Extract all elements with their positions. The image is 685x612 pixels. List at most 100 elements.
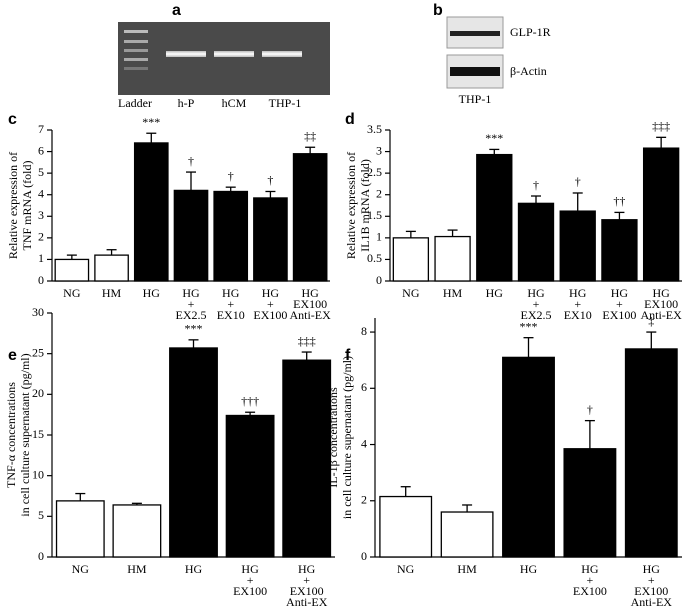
bar (213, 190, 249, 282)
x-tick-label: HM (457, 562, 477, 576)
y-tick-label: 4 (361, 436, 367, 450)
x-tick-label: HG (185, 562, 203, 576)
y-tick-label: 2 (376, 186, 382, 200)
panel-letter: d (345, 111, 355, 128)
y-axis-label: IL-1β concentrations (326, 387, 340, 488)
x-tick-label: HG + EX100 Anti-EX (631, 562, 673, 609)
bar (476, 153, 513, 282)
x-tick-label: HG + EX100 Anti-EX (286, 562, 328, 609)
y-tick-label: 5 (38, 508, 44, 522)
significance-label: *** (485, 131, 503, 145)
x-tick-label: HG + EX2.5 (176, 286, 207, 322)
significance-label: † (533, 178, 539, 192)
significance-label: *** (142, 115, 160, 129)
bar (94, 254, 129, 282)
y-tick-label: 2 (38, 230, 44, 244)
y-tick-label: 0 (376, 273, 382, 287)
x-tick-label: HG + EX100 (602, 286, 636, 322)
lane-label: hCM (222, 96, 247, 110)
y-tick-label: 3.5 (367, 122, 382, 136)
band-label: β-Actin (510, 64, 547, 78)
lane-label: THP-1 (269, 96, 302, 110)
panel-letter: c (8, 111, 17, 128)
x-tick-label: HG EX100 Anti-EX (289, 286, 331, 322)
y-tick-label: 2.5 (367, 165, 382, 179)
y-axis-label: in cell culture supernatant (pg/ml) (340, 356, 354, 519)
bar (173, 189, 209, 282)
bar (502, 356, 555, 558)
significance-label: *** (520, 319, 538, 333)
significance-label: † (228, 169, 234, 183)
y-tick-label: 6 (361, 380, 367, 394)
bar (133, 142, 169, 282)
significance-label: ‡‡ (304, 129, 316, 143)
bar (225, 414, 275, 558)
gel-image (118, 22, 330, 95)
significance-label: † (267, 173, 273, 187)
y-tick-label: 30 (32, 305, 44, 319)
y-axis-label: TNF mRNA (fold) (20, 160, 34, 250)
x-tick-label: NG (72, 562, 90, 576)
significance-label: ‡‡‡ (652, 119, 670, 133)
panel-letter: f (345, 347, 351, 364)
significance-label: † (188, 154, 194, 168)
y-tick-label: 4 (38, 186, 44, 200)
bar (642, 147, 680, 282)
x-tick-label: NG (63, 286, 81, 300)
bar (112, 504, 162, 558)
y-tick-label: 15 (32, 427, 44, 441)
x-tick-label: HG + EX10 (217, 286, 245, 322)
y-tick-label: 25 (32, 345, 44, 359)
y-tick-label: 0 (38, 273, 44, 287)
bar (253, 197, 288, 282)
bar (559, 210, 596, 282)
y-tick-label: 8 (361, 324, 367, 338)
y-tick-label: 6 (38, 143, 44, 157)
blot-image (446, 16, 504, 89)
x-tick-label: NG (402, 286, 420, 300)
panel-letter: e (8, 347, 17, 364)
x-tick-label: HG EX100 Anti-EX (640, 286, 682, 322)
bar (517, 202, 555, 282)
y-tick-label: 1 (38, 251, 44, 265)
cell-label: THP-1 (459, 92, 492, 106)
x-tick-label: HM (127, 562, 147, 576)
bar (440, 511, 494, 558)
y-tick-label: 0.5 (367, 251, 382, 265)
bar (169, 347, 218, 558)
significance-label: ‡ (648, 314, 654, 328)
bar (55, 500, 105, 558)
significance-label: ‡‡‡ (298, 334, 316, 348)
y-tick-label: 1.5 (367, 208, 382, 222)
y-axis-label: Relative expression of (6, 152, 20, 259)
significance-label: † (587, 402, 593, 416)
y-tick-label: 2 (361, 493, 367, 507)
bar (292, 153, 328, 282)
lane-label: h-P (178, 96, 195, 110)
bar (379, 495, 433, 558)
x-tick-label: HG + EX10 (564, 286, 592, 322)
panel-letter: a (172, 2, 181, 19)
lane-label: Ladder (118, 96, 152, 110)
significance-label: *** (185, 322, 203, 336)
bar (54, 258, 90, 282)
y-tick-label: 5 (38, 165, 44, 179)
x-tick-label: NG (397, 562, 415, 576)
bar (392, 237, 430, 282)
x-tick-label: HM (443, 286, 463, 300)
y-tick-label: 20 (32, 386, 44, 400)
x-tick-label: HG (143, 286, 161, 300)
significance-label: †† (613, 194, 625, 208)
y-axis-label: IL1B mRNA (fold) (358, 159, 372, 252)
x-tick-label: HG + EX2.5 (521, 286, 552, 322)
significance-label: ††† (241, 394, 259, 408)
bar (563, 448, 617, 558)
y-axis-label: in cell culture supernatant (pg/ml) (18, 353, 32, 516)
band-label: GLP-1R (510, 25, 551, 39)
y-tick-label: 7 (38, 122, 44, 136)
bar (601, 219, 638, 282)
x-tick-label: HG (486, 286, 504, 300)
y-tick-label: 3 (376, 143, 382, 157)
panel-letter: b (433, 2, 443, 19)
